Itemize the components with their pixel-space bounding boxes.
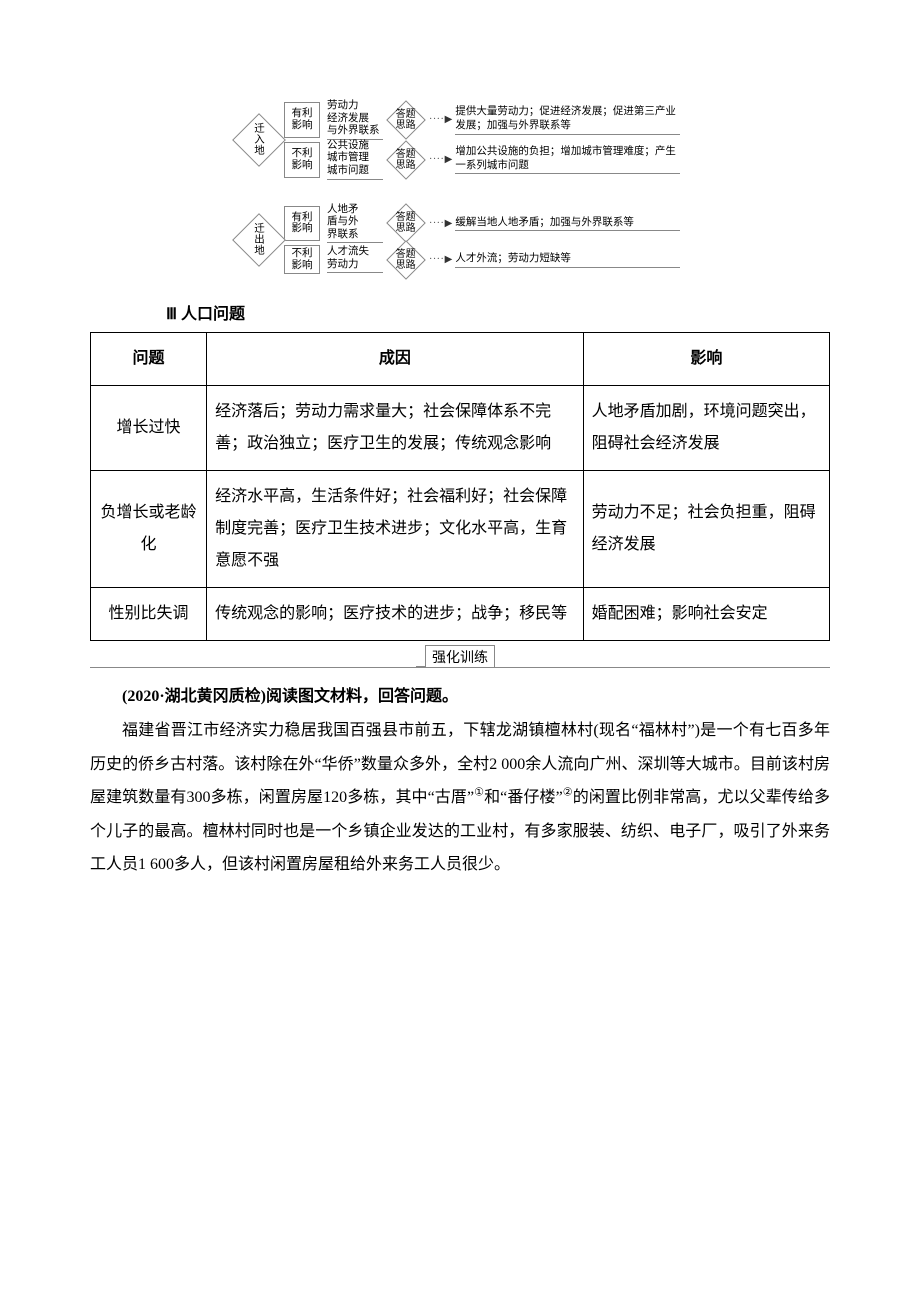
mid-in-bottom-text: 公共设施 城市管理 城市问题: [327, 140, 383, 180]
diagram-group-out: 迁 出 地 有利 影响 人地矛 盾与外 界联系 答题 思路 · · · · · …: [240, 204, 680, 277]
table-row: 负增长或老龄化 经济水平高，生活条件好；社会福利好；社会保障制度完善；医疗卫生技…: [91, 471, 830, 588]
mid-in-top-text: 劳动力 经济发展 与外界联系: [327, 100, 383, 140]
thinker-in-top: 答题 思路: [386, 100, 426, 140]
arrow-out-bottom: · · · · · ▶: [429, 243, 452, 276]
thinker-in-bottom: 答题 思路: [386, 140, 426, 180]
diamond-in: 迁 入 地: [232, 113, 286, 167]
thinker-in-bottom-text: 答题 思路: [396, 149, 416, 170]
result-out-top: 缓解当地人地矛盾；加强与外界联系等: [455, 216, 680, 232]
thinker-out-bottom: 答题 思路: [386, 240, 426, 280]
label-negative: 不利 影响: [284, 142, 320, 178]
tab-marker-text: 强化训练: [432, 651, 488, 666]
arrow-out-top: · · · · · ▶: [429, 204, 452, 244]
tab-marker: 强化训练: [425, 645, 495, 667]
arrowhead-icon: ▶: [445, 154, 453, 165]
table-row: 增长过快 经济落后；劳动力需求量大；社会保障体系不完善；政治独立；医疗卫生的发展…: [91, 386, 830, 471]
result-in-bottom: 增加公共设施的负担；增加城市管理难度；产生一系列城市问题: [455, 145, 680, 174]
branches-in: 有利 影响 劳动力 经济发展 与外界联系 答题 思路 · · · · · ▶ 提…: [284, 100, 680, 180]
diamond-out-label: 迁 出 地: [254, 223, 265, 256]
mid-out-bottom-text: 人才流失 劳动力: [327, 246, 383, 273]
mid-out-bottom: 人才流失 劳动力: [327, 243, 383, 276]
result-in-top: 提供大量劳动力；促进经济发展；促进第三产业发展；加强与外界联系等: [455, 105, 680, 134]
passage-body: 福建省晋江市经济实力稳居我国百强县市前五，下辖龙湖镇檀林村(现名“福林村”)是一…: [90, 714, 830, 882]
migration-diagram: 迁 入 地 有利 影响 劳动力 经济发展 与外界联系 答题 思路 · · · ·…: [240, 100, 680, 276]
cell-r2c2: 经济水平高，生活条件好；社会福利好；社会保障制度完善；医疗卫生技术进步；文化水平…: [207, 471, 584, 588]
tab-underline: [90, 667, 830, 668]
branch-out-bottom: 不利 影响 人才流失 劳动力 答题 思路 · · · · · ▶ 人才外流；劳动…: [284, 243, 680, 276]
thinker-out-top-text: 答题 思路: [396, 213, 416, 234]
branches-out: 有利 影响 人地矛 盾与外 界联系 答题 思路 · · · · · ▶ 缓解当地…: [284, 204, 680, 277]
cell-r3c1: 性别比失调: [91, 588, 207, 641]
tab-nub-icon: [416, 656, 426, 667]
section-heading-3: Ⅲ 人口问题: [166, 300, 920, 324]
branch-in-top: 有利 影响 劳动力 经济发展 与外界联系 答题 思路 · · · · · ▶ 提…: [284, 100, 680, 140]
label-positive: 有利 影响: [284, 206, 320, 242]
mid-out-top: 人地矛 盾与外 界联系: [327, 204, 383, 244]
mid-in-top: 劳动力 经济发展 与外界联系: [327, 100, 383, 140]
table-row: 性别比失调 传统观念的影响；医疗技术的进步；战争；移民等 婚配困难；影响社会安定: [91, 588, 830, 641]
passage-block: (2020·湖北黄冈质检)阅读图文材料，回答问题。 福建省晋江市经济实力稳居我国…: [90, 680, 830, 882]
diamond-out: 迁 出 地: [232, 213, 286, 267]
cell-r1c2: 经济落后；劳动力需求量大；社会保障体系不完善；政治独立；医疗卫生的发展；传统观念…: [207, 386, 584, 471]
result-out-bottom: 人才外流；劳动力短缺等: [455, 252, 680, 268]
thinker-out-bottom-text: 答题 思路: [396, 249, 416, 270]
footnote-sup-2: ②: [563, 787, 573, 799]
branch-out-top: 有利 影响 人地矛 盾与外 界联系 答题 思路 · · · · · ▶ 缓解当地…: [284, 204, 680, 244]
thinker-in-top-text: 答题 思路: [396, 109, 416, 130]
passage-mid: 和“番仔楼”: [484, 789, 563, 806]
diamond-in-label: 迁 入 地: [254, 123, 265, 156]
cell-r2c1: 负增长或老龄化: [91, 471, 207, 588]
table-header-2: 成因: [207, 333, 584, 386]
cell-r1c1: 增长过快: [91, 386, 207, 471]
arrow-in-top: · · · · · ▶: [429, 100, 452, 140]
cell-r1c3: 人地矛盾加剧，环境问题突出，阻碍社会经济发展: [583, 386, 829, 471]
footnote-sup-1: ①: [474, 787, 484, 799]
arrowhead-icon: ▶: [445, 254, 453, 265]
branch-in-bottom: 不利 影响 公共设施 城市管理 城市问题 答题 思路 · · · · · ▶ 增…: [284, 140, 680, 180]
cell-r3c2: 传统观念的影响；医疗技术的进步；战争；移民等: [207, 588, 584, 641]
passage-lead: (2020·湖北黄冈质检)阅读图文材料，回答问题。: [90, 680, 830, 714]
arrowhead-icon: ▶: [445, 218, 453, 229]
diagram-group-in: 迁 入 地 有利 影响 劳动力 经济发展 与外界联系 答题 思路 · · · ·…: [240, 100, 680, 180]
mid-in-bottom: 公共设施 城市管理 城市问题: [327, 140, 383, 180]
cell-r2c3: 劳动力不足；社会负担重，阻碍经济发展: [583, 471, 829, 588]
label-negative: 不利 影响: [284, 245, 320, 274]
document-page: 迁 入 地 有利 影响 劳动力 经济发展 与外界联系 答题 思路 · · · ·…: [0, 100, 920, 882]
thinker-out-top: 答题 思路: [386, 204, 426, 244]
population-problems-table: 问题 成因 影响 增长过快 经济落后；劳动力需求量大；社会保障体系不完善；政治独…: [90, 332, 830, 641]
table-header-row: 问题 成因 影响: [91, 333, 830, 386]
arrow-in-bottom: · · · · · ▶: [429, 140, 452, 180]
cell-r3c3: 婚配困难；影响社会安定: [583, 588, 829, 641]
mid-out-top-text: 人地矛 盾与外 界联系: [327, 204, 383, 244]
label-positive: 有利 影响: [284, 102, 320, 138]
tab-marker-block: 强化训练: [0, 645, 920, 668]
table-header-3: 影响: [583, 333, 829, 386]
table-header-1: 问题: [91, 333, 207, 386]
arrowhead-icon: ▶: [445, 114, 453, 125]
